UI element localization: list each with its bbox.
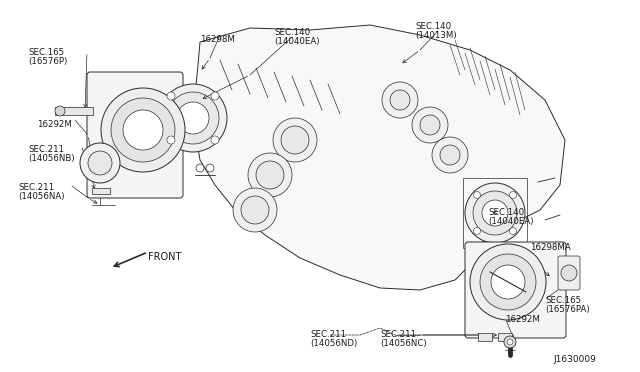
Circle shape [509, 192, 516, 199]
Circle shape [111, 98, 175, 162]
Circle shape [465, 183, 525, 243]
Circle shape [80, 143, 120, 183]
Text: SEC.211: SEC.211 [18, 183, 54, 192]
Text: (14056NC): (14056NC) [380, 339, 427, 348]
FancyBboxPatch shape [87, 72, 183, 198]
Bar [92, 188, 110, 194]
Text: FRONT: FRONT [148, 252, 181, 262]
Text: SEC.140: SEC.140 [415, 22, 451, 31]
Text: SEC.165: SEC.165 [545, 296, 581, 305]
Circle shape [509, 228, 516, 234]
Text: SEC.140: SEC.140 [488, 208, 524, 217]
Circle shape [159, 84, 227, 152]
Circle shape [480, 254, 536, 310]
Circle shape [88, 151, 112, 175]
Text: J1630009: J1630009 [553, 355, 596, 364]
Text: (14056ND): (14056ND) [310, 339, 357, 348]
Text: (16576PA): (16576PA) [545, 305, 589, 314]
Text: 16298M: 16298M [200, 35, 235, 44]
Circle shape [196, 98, 204, 106]
Circle shape [248, 153, 292, 197]
Text: 16292M: 16292M [505, 315, 540, 324]
Circle shape [101, 88, 185, 172]
Circle shape [482, 200, 508, 226]
Bar [55, 107, 93, 115]
Circle shape [123, 110, 163, 150]
Text: SEC.140: SEC.140 [274, 28, 310, 37]
Text: (14040EA): (14040EA) [274, 37, 319, 46]
Text: (14013M): (14013M) [415, 31, 456, 40]
Circle shape [470, 244, 546, 320]
Circle shape [432, 137, 468, 173]
Circle shape [473, 191, 517, 235]
Circle shape [390, 90, 410, 110]
Circle shape [167, 136, 175, 144]
Circle shape [55, 106, 65, 116]
Bar [478, 333, 492, 341]
Bar [463, 178, 527, 248]
Text: (16576P): (16576P) [28, 57, 67, 66]
Circle shape [412, 107, 448, 143]
Text: 16292M: 16292M [37, 120, 72, 129]
Circle shape [382, 82, 418, 118]
Circle shape [211, 92, 219, 100]
Circle shape [474, 228, 481, 234]
Circle shape [167, 92, 219, 144]
Text: 16298MA: 16298MA [530, 243, 571, 252]
Circle shape [177, 102, 209, 134]
Circle shape [211, 136, 219, 144]
Circle shape [491, 265, 525, 299]
Text: SEC.165: SEC.165 [28, 48, 64, 57]
Circle shape [507, 339, 513, 345]
Circle shape [440, 145, 460, 165]
Circle shape [206, 98, 214, 106]
Text: (14040EA): (14040EA) [488, 217, 534, 226]
Circle shape [167, 92, 175, 100]
Text: SEC.211: SEC.211 [380, 330, 416, 339]
Circle shape [504, 336, 516, 348]
FancyBboxPatch shape [465, 242, 566, 338]
Text: (14056NA): (14056NA) [18, 192, 65, 201]
Circle shape [561, 265, 577, 281]
Text: SEC.211: SEC.211 [28, 145, 64, 154]
Circle shape [474, 192, 481, 199]
Text: SEC.211: SEC.211 [310, 330, 346, 339]
Circle shape [196, 164, 204, 172]
Circle shape [233, 188, 277, 232]
Circle shape [281, 126, 309, 154]
Circle shape [241, 196, 269, 224]
Circle shape [206, 164, 214, 172]
Text: (14056NB): (14056NB) [28, 154, 75, 163]
Circle shape [420, 115, 440, 135]
Polygon shape [195, 25, 565, 290]
Bar [498, 333, 512, 341]
Circle shape [273, 118, 317, 162]
FancyBboxPatch shape [558, 256, 580, 290]
Circle shape [256, 161, 284, 189]
